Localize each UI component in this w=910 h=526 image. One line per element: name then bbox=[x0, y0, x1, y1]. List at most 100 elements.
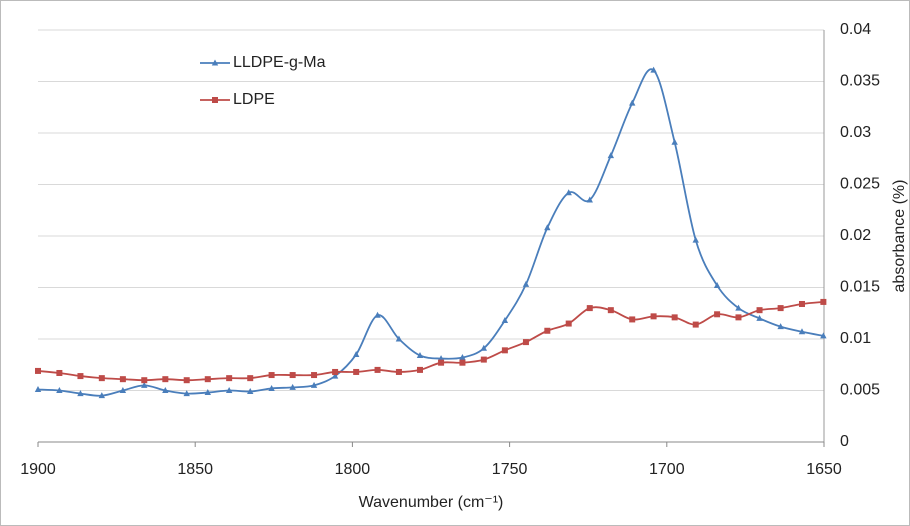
data-point bbox=[56, 369, 63, 376]
data-point bbox=[310, 381, 318, 388]
legend-label: LLDPE-g-Ma bbox=[233, 54, 326, 71]
data-point bbox=[629, 316, 636, 323]
data-point bbox=[459, 359, 466, 366]
data-point bbox=[183, 390, 190, 397]
y-tick-label: 0.005 bbox=[840, 382, 880, 399]
data-point bbox=[607, 152, 615, 159]
data-point bbox=[353, 368, 360, 375]
data-point bbox=[268, 372, 275, 379]
data-point bbox=[480, 344, 488, 351]
y-tick-label: 0.02 bbox=[840, 227, 871, 244]
data-point bbox=[211, 59, 219, 66]
y-tick-label: 0.01 bbox=[840, 330, 871, 347]
data-point bbox=[77, 373, 84, 380]
data-point bbox=[352, 350, 360, 357]
y-tick-label: 0.015 bbox=[840, 279, 880, 296]
data-point bbox=[650, 313, 657, 320]
data-point bbox=[374, 366, 381, 373]
y-tick-label: 0.04 bbox=[840, 21, 871, 38]
data-point bbox=[141, 381, 148, 388]
data-point bbox=[798, 300, 805, 307]
data-point bbox=[247, 375, 254, 382]
data-point bbox=[820, 332, 827, 339]
data-point bbox=[162, 387, 169, 393]
x-tick-label: 1750 bbox=[492, 461, 528, 478]
data-point bbox=[331, 372, 339, 379]
data-point bbox=[289, 383, 296, 390]
data-point bbox=[820, 298, 827, 305]
data-point bbox=[459, 354, 466, 361]
data-point bbox=[777, 323, 784, 330]
x-tick-label: 1650 bbox=[806, 461, 842, 478]
data-point bbox=[565, 189, 572, 196]
data-point bbox=[77, 390, 84, 397]
data-point bbox=[692, 321, 699, 328]
data-point bbox=[756, 314, 763, 321]
data-point bbox=[586, 305, 593, 312]
data-point bbox=[416, 351, 424, 358]
x-axis-label: Wavenumber (cm⁻¹) bbox=[359, 494, 504, 511]
data-point bbox=[671, 314, 678, 321]
data-point bbox=[374, 311, 381, 318]
data-point bbox=[501, 316, 509, 323]
data-point bbox=[586, 196, 593, 203]
y-tick-label: 0.03 bbox=[840, 124, 871, 141]
data-point bbox=[56, 387, 63, 393]
data-point bbox=[204, 376, 211, 383]
data-point bbox=[247, 388, 254, 395]
data-point bbox=[119, 376, 126, 383]
data-point bbox=[395, 368, 402, 375]
data-point bbox=[34, 385, 42, 392]
y-axis-label: absorbance (%) bbox=[891, 180, 908, 293]
data-point bbox=[311, 372, 318, 379]
data-point bbox=[522, 280, 530, 287]
data-point bbox=[98, 392, 106, 399]
data-point bbox=[607, 307, 614, 314]
data-point bbox=[98, 375, 105, 382]
data-point bbox=[437, 355, 445, 362]
data-point bbox=[756, 307, 763, 314]
data-point bbox=[332, 368, 339, 375]
data-point bbox=[501, 347, 508, 354]
data-point bbox=[119, 387, 127, 393]
x-tick-label: 1800 bbox=[335, 461, 371, 478]
y-tick-label: 0 bbox=[840, 433, 849, 450]
data-point bbox=[735, 304, 742, 311]
data-point bbox=[289, 372, 296, 379]
y-tick-label: 0.025 bbox=[840, 176, 880, 193]
data-point bbox=[204, 389, 211, 396]
data-point bbox=[225, 387, 233, 393]
data-point bbox=[268, 384, 275, 391]
data-point bbox=[212, 97, 218, 103]
data-point bbox=[777, 305, 784, 312]
x-tick-label: 1850 bbox=[177, 461, 213, 478]
x-tick-label: 1900 bbox=[20, 461, 56, 478]
legend-label: LDPE bbox=[233, 91, 275, 108]
y-tick-label: 0.035 bbox=[840, 73, 880, 90]
data-point bbox=[141, 377, 148, 384]
data-point bbox=[650, 66, 657, 73]
data-point bbox=[735, 314, 742, 321]
data-point bbox=[183, 377, 190, 384]
data-point bbox=[798, 328, 806, 335]
data-point bbox=[544, 327, 551, 334]
data-point bbox=[522, 339, 529, 346]
data-point bbox=[544, 224, 551, 231]
data-point bbox=[671, 138, 678, 145]
data-point bbox=[692, 236, 699, 243]
data-point bbox=[713, 281, 721, 288]
data-point bbox=[226, 375, 233, 382]
data-point bbox=[438, 359, 445, 366]
data-point bbox=[629, 99, 636, 106]
x-tick-label: 1700 bbox=[649, 461, 685, 478]
data-point bbox=[35, 367, 41, 374]
data-point bbox=[395, 335, 403, 342]
data-point bbox=[480, 356, 487, 363]
series-line bbox=[37, 68, 824, 397]
data-point bbox=[416, 366, 423, 373]
data-point bbox=[565, 320, 572, 327]
data-point bbox=[162, 376, 169, 383]
data-point bbox=[714, 311, 721, 318]
